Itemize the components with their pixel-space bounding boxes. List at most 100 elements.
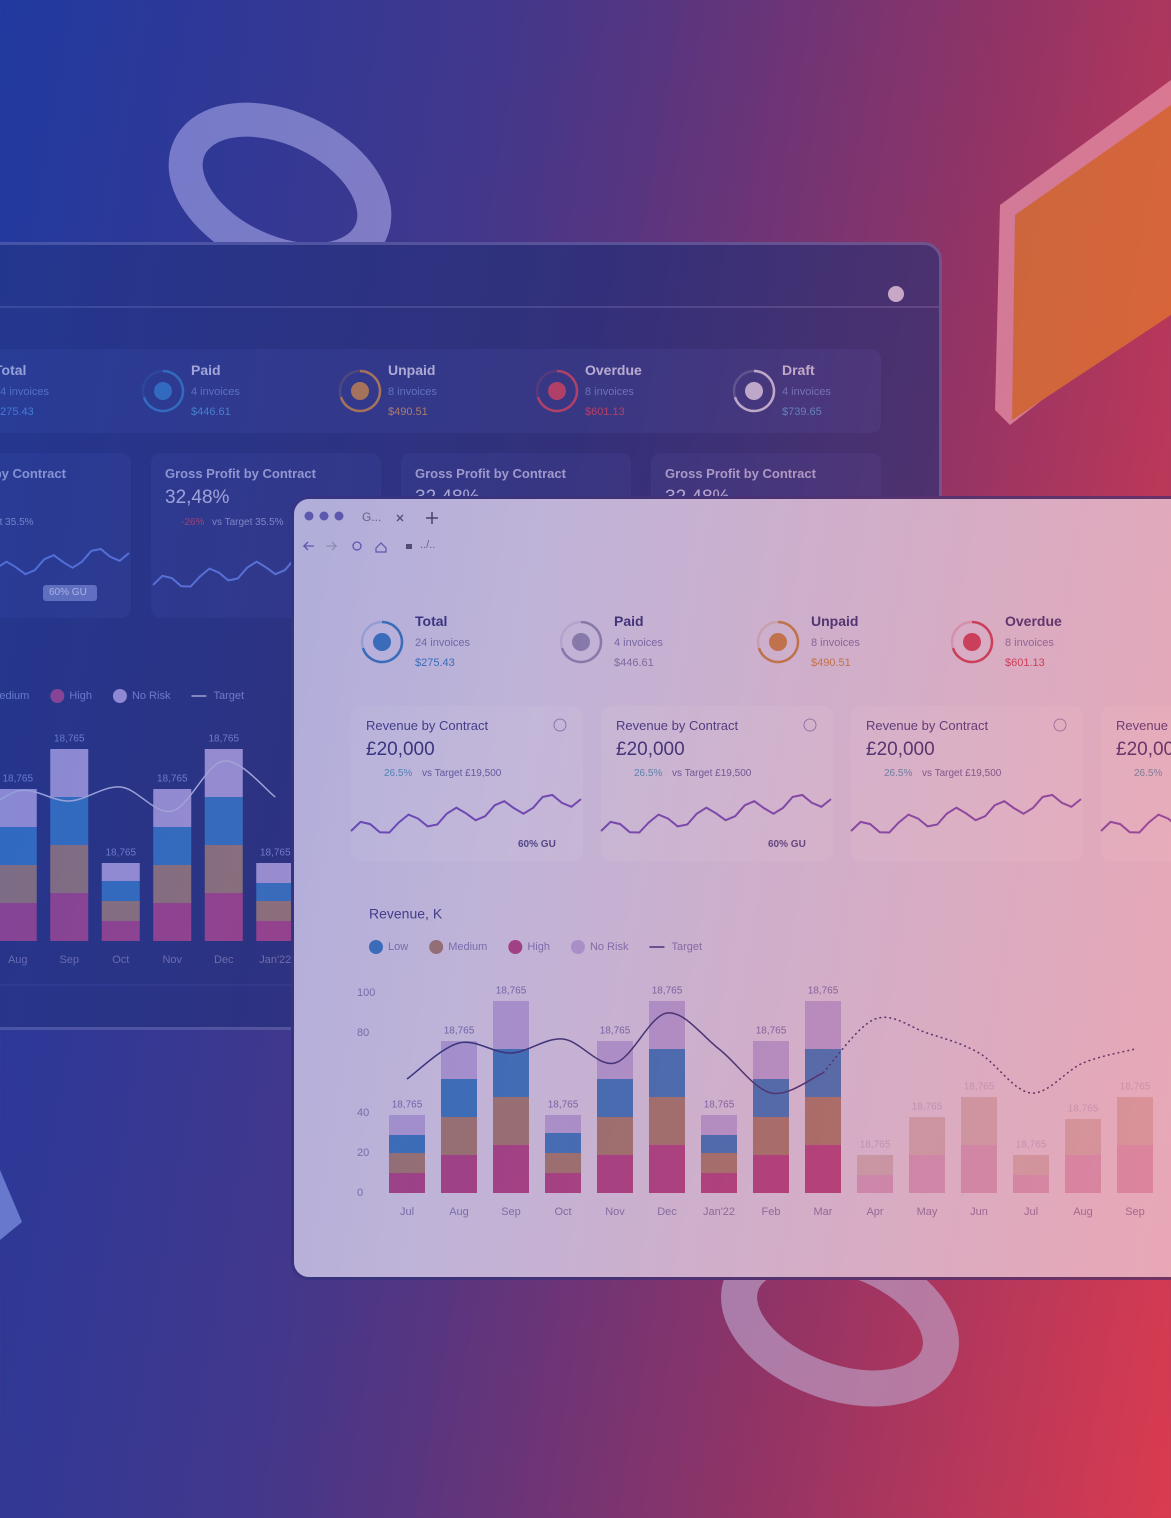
bar-segment [204,749,243,797]
bar-segment [597,1117,633,1155]
y-tick-label: 40 [357,1107,369,1119]
lock-icon [406,544,412,549]
status-ring [339,369,382,413]
address-bar[interactable]: ../.. [420,539,436,551]
bar-segment [1013,1155,1049,1175]
stat-amount: $275.43 [0,406,34,418]
bar-segment [649,1145,685,1193]
back-button[interactable] [302,541,314,551]
bar-segment [50,797,89,845]
card-target: vs Target 35.5% [212,517,284,528]
legend-label: Low [388,941,408,953]
x-tick-label: Dec [214,954,234,966]
front-window: Revenue, K 0 20 40 80 100 18,765 Jul 18,765 Aug 18… [291,496,1171,1280]
bar-segment [204,893,243,941]
card-value: £20,000 [1116,739,1171,760]
x-tick-label: Oct [112,954,129,966]
stat-label: Unpaid [811,613,859,629]
bar-segment [805,1001,841,1049]
stat-amount: $739.65 [782,406,822,418]
stat-amount: $601.13 [1005,657,1045,669]
status-icon [373,633,391,651]
bar-segment [153,865,192,903]
stat-count: 24 invoices [0,386,50,398]
bar-segment [805,1097,841,1145]
info-icon [553,718,567,732]
card-badge: 60% GU [518,839,556,850]
stat-amount: $446.61 [191,406,231,418]
bar-segment [256,863,295,883]
stat-amount: $446.61 [614,657,654,669]
bar-segment [256,883,295,901]
bar-segment [50,893,89,941]
chart-title: Revenue, K [369,906,443,922]
bar-label: 18,765 [54,734,85,745]
stat-amount: $275.43 [415,657,455,669]
status-ring [733,369,776,413]
legend-marker [50,689,65,703]
window-dot [304,511,314,521]
tab-title[interactable]: G... [362,510,382,524]
bar-segment [1013,1175,1049,1193]
stat-amount: $490.51 [388,406,428,418]
card-target: vs Target £19,500 [422,768,502,779]
card-value: 32,48% [165,487,230,508]
legend-label: High [527,941,550,953]
front-canvas: Revenue, K 0 20 40 80 100 18,765 Jul 18,765 Aug 18… [302,511,1171,1218]
metric-card [0,453,131,618]
card-title: Gross Profit by Contract [165,466,316,481]
bar-segment [753,1155,789,1193]
bar-segment [649,1049,685,1097]
card-title: Gross Profit by Contract [415,466,566,481]
stat-count: 4 invoices [614,637,663,649]
reload-button[interactable] [352,541,362,551]
bar-label: 18,765 [157,774,188,785]
bar-segment [1065,1155,1101,1193]
target-line [406,1012,824,1095]
bar-segment [545,1133,581,1153]
new-tab[interactable] [426,512,438,524]
bar-label: 18,765 [1120,1082,1151,1093]
card-change: 26.5% [1134,768,1163,779]
slab-shape [1012,105,1171,420]
metric-card [1101,706,1171,861]
stat-count: 8 invoices [585,386,634,398]
stat-label: Paid [614,613,644,629]
bar-label: 18,765 [1068,1104,1099,1115]
stat-label: Overdue [1005,613,1062,629]
bar-segment [909,1155,945,1193]
status-icon [548,382,566,400]
bar-segment [389,1173,425,1193]
bar-label: 18,765 [600,1026,631,1037]
card-change: 26.5% [634,768,663,779]
x-tick-label: Aug [449,1206,469,1218]
home-button[interactable] [375,542,387,553]
metric-card [851,706,1083,861]
bar-segment [0,789,37,827]
x-tick-label: Aug [8,954,28,966]
x-tick-label: Sep [1125,1206,1145,1218]
bar-segment [961,1145,997,1193]
card-title: Revenue by Contract [366,718,489,733]
tab-close[interactable] [396,514,404,522]
legend-marker [570,940,585,954]
bar-segment [597,1041,633,1079]
x-tick-label: Sep [501,1206,521,1218]
legend-label: High [69,690,92,702]
bar-segment [597,1155,633,1193]
sparkline [1100,813,1171,834]
card-title: Revenue by Contract [616,718,739,733]
bar-segment [50,845,89,893]
bar-segment [389,1115,425,1135]
legend-marker [429,940,444,954]
y-tick-label: 0 [357,1187,363,1199]
bar-segment [101,921,140,941]
stats-panel [0,349,881,433]
card-change: 26.5% [384,768,413,779]
status-icon [769,633,787,651]
status-ring [142,369,185,413]
forward-button[interactable] [326,541,338,551]
bar-segment [493,1001,529,1049]
bar-segment [545,1115,581,1133]
bar-segment [153,903,192,941]
